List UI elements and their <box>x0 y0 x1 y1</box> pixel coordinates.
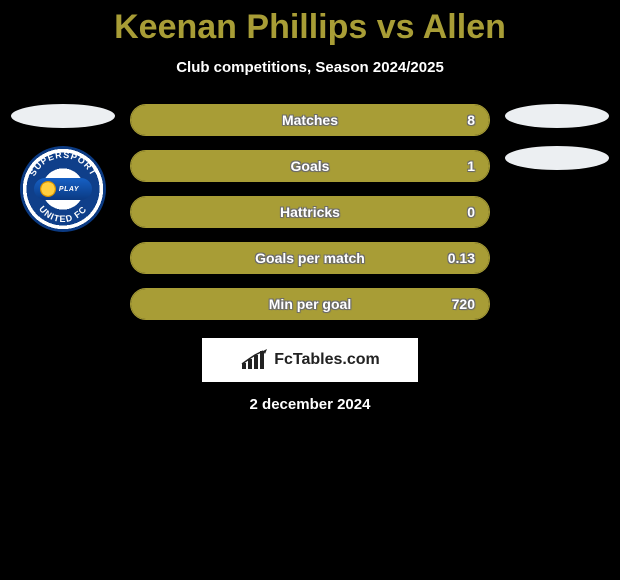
stat-label: Matches <box>282 112 338 128</box>
stat-label: Hattricks <box>280 204 340 220</box>
player-right-name-blob <box>505 104 609 128</box>
stat-value-left: 1 <box>467 158 475 174</box>
stat-row: Min per goal 720 <box>130 288 490 320</box>
fctables-logo-icon <box>240 349 268 371</box>
badge-top-text: SUPERSPORT <box>27 150 98 178</box>
stat-row: Matches 8 <box>130 104 490 136</box>
stat-label: Goals <box>291 158 330 174</box>
player-left-name-blob <box>11 104 115 128</box>
stat-value-left: 8 <box>467 112 475 128</box>
right-column <box>500 104 620 320</box>
stat-label: Goals per match <box>255 250 365 266</box>
stat-value-left: 0 <box>467 204 475 220</box>
team-right-badge-blob <box>505 146 609 170</box>
subtitle: Club competitions, Season 2024/2025 <box>0 59 620 76</box>
badge-inner: PLAY <box>34 178 92 200</box>
stat-row: Hattricks 0 <box>130 196 490 228</box>
stat-label: Min per goal <box>269 296 351 312</box>
attribution-text: FcTables.com <box>274 351 380 369</box>
attribution-box: FcTables.com <box>202 338 418 382</box>
stat-row: Goals per match 0.13 <box>130 242 490 274</box>
comparison-card: Keenan Phillips vs Allen Club competitio… <box>0 0 620 580</box>
svg-text:UNITED FC: UNITED FC <box>37 204 89 224</box>
badge-bottom-text: UNITED FC <box>37 204 89 224</box>
page-title: Keenan Phillips vs Allen <box>0 0 620 47</box>
stat-value-left: 0.13 <box>448 250 475 266</box>
stat-value-left: 720 <box>452 296 475 312</box>
stat-row: Goals 1 <box>130 150 490 182</box>
date-caption: 2 december 2024 <box>0 396 620 413</box>
left-column: SUPERSPORT UNITED FC PLAY <box>0 104 120 320</box>
main-layout: SUPERSPORT UNITED FC PLAY Matches 8 Goals 1… <box>0 104 620 320</box>
stats-column: Matches 8 Goals 1 Hattricks 0 Goals per match 0… <box>120 104 500 320</box>
team-left-badge: SUPERSPORT UNITED FC PLAY <box>20 146 106 232</box>
badge-play-text: PLAY <box>59 186 79 193</box>
svg-text:SUPERSPORT: SUPERSPORT <box>27 150 98 178</box>
